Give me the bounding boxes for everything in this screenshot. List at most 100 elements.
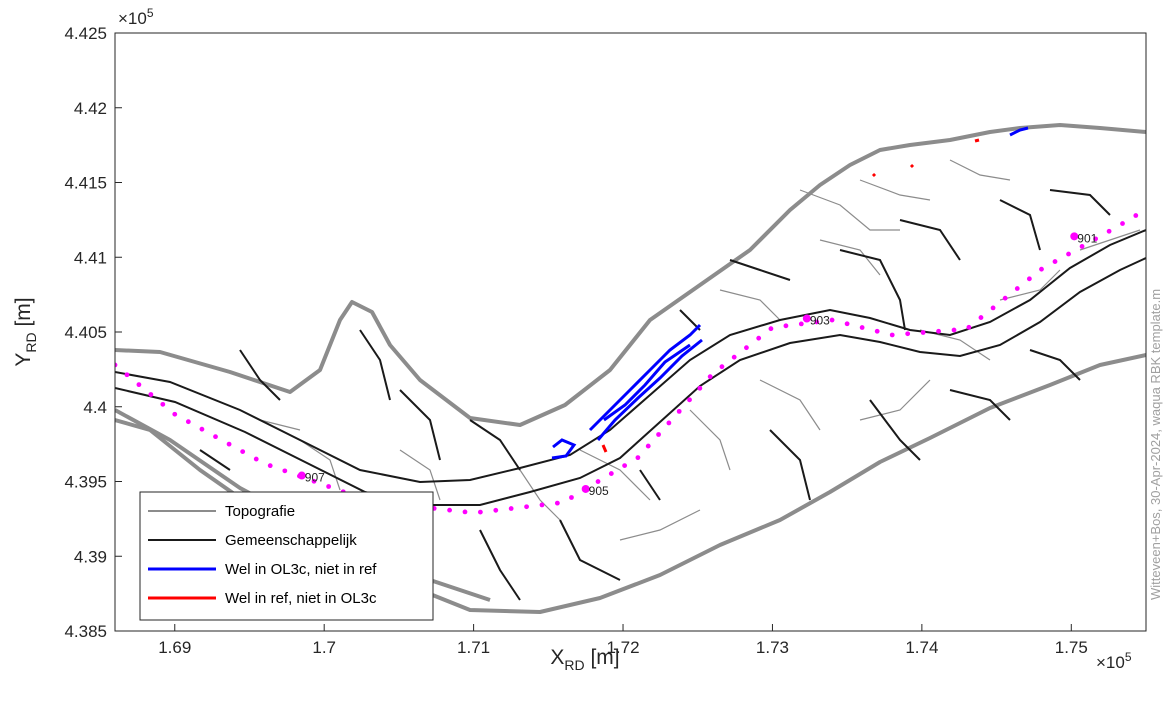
river-axis-dot — [136, 382, 142, 388]
river-axis-dot — [905, 331, 911, 337]
river-axis-dot — [1066, 251, 1071, 257]
y-ticks: 4.385 4.39 4.395 4.4 4.405 4.41 4.415 4.42 4.425 — [64, 24, 122, 641]
river-axis-dot — [768, 326, 774, 332]
river-axis-dot — [783, 323, 789, 329]
river-axis-dot — [326, 484, 332, 489]
river-axis-dot — [844, 321, 850, 327]
river-axis-dot — [493, 507, 499, 513]
river-axis-dot — [185, 419, 191, 425]
river-axis-dot — [1002, 295, 1008, 301]
river-axis-dot — [282, 468, 288, 474]
river-axis-dot — [213, 434, 218, 440]
x-tick-label: 1.73 — [756, 638, 789, 657]
river-axis-dot — [951, 327, 957, 333]
legend-label: Topografie — [225, 503, 295, 520]
river-axis-dot — [226, 441, 232, 447]
river-axis-dot — [874, 328, 880, 334]
river-axis-dot — [966, 324, 972, 330]
gemeenschappelijk-layer — [115, 189, 1146, 601]
km-markers: 901 903 905 907 — [297, 231, 1098, 498]
river-axis-dot — [267, 463, 273, 469]
x-axis-label: XRD [m] — [550, 646, 619, 673]
x-multiplier: ×105 — [1096, 650, 1132, 672]
km-marker-901 — [1070, 232, 1079, 241]
river-axis-dot — [311, 478, 317, 484]
km-marker-label: 905 — [589, 484, 609, 498]
river-axis-dot — [608, 471, 614, 476]
river-axis-dot — [199, 426, 205, 432]
river-axis-dot — [676, 408, 682, 414]
river-axis-dot — [697, 385, 703, 391]
river-axis-dot — [160, 401, 166, 407]
river-axis-dot — [990, 305, 996, 311]
river-axis-dot — [936, 328, 941, 334]
river-axis-dot — [635, 455, 641, 461]
legend-box — [139, 491, 434, 621]
y-axis-label: YRD [m] — [12, 297, 39, 366]
river-axis-dot — [645, 443, 651, 449]
legend-label: Wel in ref, niet in OL3c — [225, 590, 377, 607]
river-axis-dot — [569, 495, 574, 500]
river-axis-dot — [1106, 228, 1112, 234]
river-axis-dot — [814, 319, 820, 325]
x-tick-label: 1.7 — [312, 638, 336, 657]
river-axis-dot — [462, 509, 468, 515]
river-axis-dot — [124, 372, 130, 378]
legend-label: Wel in OL3c, niet in ref — [225, 561, 377, 578]
river-axis-dot — [240, 449, 246, 454]
x-tick-label: 1.74 — [905, 638, 938, 657]
river-axis-dot — [1079, 244, 1085, 249]
river-axis-dot — [707, 374, 713, 380]
credit-text: Witteveen+Bos, 30-Apr-2024, waqua RBK te… — [1148, 289, 1163, 600]
km-marker-label: 901 — [1077, 231, 1097, 245]
km-marker-905 — [581, 484, 590, 493]
river-axis-dot — [719, 364, 725, 370]
river-axis-dot — [554, 500, 560, 506]
x-tick-label: 1.75 — [1055, 638, 1088, 657]
river-axis-dot — [1039, 266, 1044, 272]
river-axis-dot — [656, 432, 661, 437]
river-axis-dot — [172, 411, 178, 417]
river-axis-dot — [539, 502, 545, 508]
river-axis-dot — [920, 330, 926, 335]
topografie-minor — [259, 159, 1141, 541]
y-tick-label: 4.395 — [64, 473, 107, 492]
km-marker-label: 903 — [810, 314, 830, 328]
y-tick-label: 4.385 — [64, 622, 107, 641]
river-axis-dot — [829, 317, 835, 323]
km-marker-907 — [297, 471, 306, 480]
y-tick-label: 4.42 — [74, 99, 107, 118]
river-axis-dot — [744, 345, 749, 351]
river-axis-dot — [595, 479, 601, 484]
km-marker-label: 907 — [305, 471, 325, 485]
y-multiplier: ×105 — [118, 6, 154, 28]
river-axis-dot — [253, 456, 259, 462]
x-tick-label: 1.69 — [158, 638, 191, 657]
y-tick-label: 4.425 — [64, 24, 107, 43]
km-marker-903 — [802, 314, 811, 323]
y-tick-label: 4.405 — [64, 323, 107, 342]
legend-label: Gemeenschappelijk — [225, 532, 357, 549]
x-tick-label: 1.71 — [457, 638, 490, 657]
river-axis-dot — [1026, 276, 1032, 282]
channel-north-bank — [115, 229, 1146, 484]
north-dike — [115, 123, 1146, 427]
river-axis-dot — [859, 325, 865, 330]
y-tick-label: 4.39 — [74, 547, 107, 566]
ol3c-only-layer — [551, 126, 1029, 460]
river-axis-dots — [115, 213, 1139, 515]
river-axis-dot — [477, 509, 483, 515]
legend: Topografie Gemeenschappelijk Wel in OL3c, … — [139, 491, 434, 621]
river-axis-dot — [731, 354, 737, 360]
x-tick-label: 1.72 — [606, 638, 639, 657]
river-axis-dot — [1052, 259, 1058, 264]
river-axis-dot — [798, 321, 804, 327]
river-axis-dot — [1133, 213, 1139, 218]
river-axis-dot — [687, 397, 692, 403]
river-axis-dot — [115, 362, 118, 368]
river-axis-dot — [978, 315, 984, 320]
river-axis-dot — [622, 463, 628, 468]
y-tick-label: 4.41 — [74, 248, 107, 267]
river-axis-dot — [756, 335, 762, 341]
